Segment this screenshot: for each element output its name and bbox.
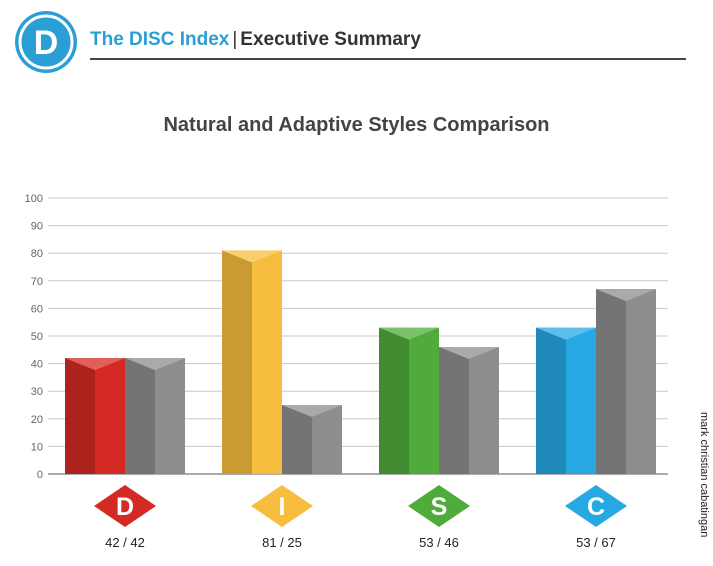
header-rule: [90, 58, 686, 60]
bar-natural-S-top-cap: [379, 327, 439, 340]
value-label-I: 81 / 25: [262, 535, 302, 550]
bar-natural-D-top-cap: [65, 358, 125, 371]
y-tick-label: 0: [37, 469, 43, 481]
bar-natural-S: [379, 327, 439, 474]
bar-natural-S-left-face: [379, 327, 409, 474]
bar-adaptive-S-top-cap: [439, 347, 499, 360]
bar-natural-S-right-face: [409, 327, 439, 474]
diamond-D: [94, 485, 156, 527]
bar-adaptive-D-right-face: [155, 358, 185, 474]
logo-letter: D: [34, 24, 59, 62]
bar-adaptive-D-top-cap: [125, 358, 185, 371]
bar-adaptive-I-top-cap: [282, 405, 342, 417]
bar-adaptive-D-left-face: [125, 358, 155, 474]
brand-line: The DISC Index | Executive Summary: [90, 29, 421, 51]
y-tick-label: 100: [25, 193, 43, 205]
bar-adaptive-C-left-face: [596, 289, 626, 474]
category-label-D: D: [116, 493, 134, 521]
page-title: Executive Summary: [240, 29, 421, 50]
category-label-I: I: [279, 493, 286, 521]
bar-adaptive-S-right-face: [469, 347, 499, 474]
y-tick-label: 90: [31, 221, 43, 233]
bar-natural-C-top-cap: [536, 327, 596, 340]
y-tick-label: 70: [31, 276, 43, 288]
bar-natural-I-right-face: [252, 250, 282, 474]
logo-ring: [18, 14, 74, 70]
bar-natural-I: [222, 250, 282, 474]
bar-natural-C: [536, 327, 596, 474]
bar-adaptive-S: [439, 347, 499, 474]
bar-natural-D-right-face: [95, 358, 125, 474]
brand-name: The DISC Index: [90, 29, 230, 50]
bar-natural-I-top-cap: [222, 250, 282, 263]
bar-natural-I-left-face: [222, 250, 252, 474]
y-tick-label: 50: [31, 331, 43, 343]
chart-title: Natural and Adaptive Styles Comparison: [163, 114, 550, 136]
diamond-C: [565, 485, 627, 527]
logo-circle: [15, 11, 77, 73]
bar-adaptive-I: [282, 405, 342, 474]
bar-adaptive-I-right-face: [312, 405, 342, 474]
bar-adaptive-I-left-face: [282, 405, 312, 474]
bar-natural-D-left-face: [65, 358, 95, 474]
y-tick-label: 30: [31, 386, 43, 398]
credit-text-wrapper: mark christian cabatingan: [696, 412, 712, 552]
y-tick-label: 10: [31, 441, 43, 453]
brand-separator: |: [232, 29, 238, 50]
diamond-S: [408, 485, 470, 527]
value-label-D: 42 / 42: [105, 535, 145, 550]
y-tick-label: 60: [31, 303, 43, 315]
disc-logo: D: [15, 11, 77, 73]
credit-text: mark christian cabatingan: [698, 412, 710, 538]
bar-adaptive-D: [125, 358, 185, 474]
bar-adaptive-C-right-face: [626, 289, 656, 474]
y-tick-label: 80: [31, 248, 43, 260]
bar-natural-C-right-face: [566, 327, 596, 474]
value-label-S: 53 / 46: [419, 535, 459, 550]
bar-natural-D: [65, 358, 125, 474]
bar-adaptive-S-left-face: [439, 347, 469, 474]
value-label-C: 53 / 67: [576, 535, 616, 550]
y-tick-label: 40: [31, 359, 43, 371]
bar-adaptive-C-top-cap: [596, 289, 656, 302]
bar-adaptive-C: [596, 289, 656, 474]
category-label-S: S: [431, 493, 448, 521]
header: D The DISC Index | Executive Summary: [0, 0, 713, 80]
category-label-C: C: [587, 493, 605, 521]
diamond-I: [251, 485, 313, 527]
bar-natural-C-left-face: [536, 327, 566, 474]
y-tick-label: 20: [31, 414, 43, 426]
